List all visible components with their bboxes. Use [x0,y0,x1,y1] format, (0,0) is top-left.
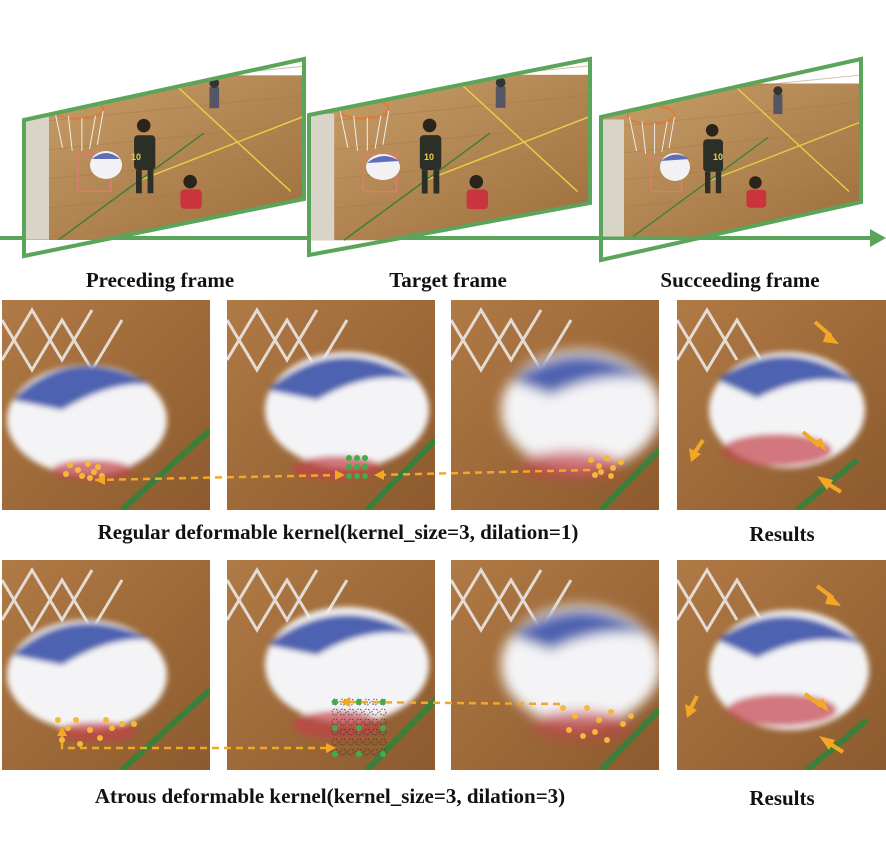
timeline-arrow [0,226,886,250]
row1-succeeding-crop [451,300,659,510]
row2-connectors [0,690,680,760]
target-frame-caption: Target frame [389,268,507,292]
row1-connectors [0,440,680,500]
row2-results-caption: Results [749,786,815,810]
succeeding-frame-caption: Succeeding frame [660,268,820,292]
row1-preceding-crop [2,300,210,510]
jersey-number: 10 [713,152,724,162]
row2-succeeding-crop [451,560,659,770]
preceding-frame-image [20,55,310,260]
target-frame-image [305,55,597,260]
row2-target-crop [227,560,435,770]
row1-target-crop [227,300,435,510]
row2-caption: Atrous deformable kernel(kernel_size=3, … [94,784,566,808]
jersey-number: 10 [424,152,435,162]
row1-results-caption: Results [749,522,815,546]
row2-preceding-crop [2,560,210,770]
row2-result-crop [677,560,886,770]
preceding-frame-caption: Preceding frame [85,268,235,292]
row1-result-crop [677,300,886,510]
succeeding-frame-image [597,55,867,265]
row1-caption: Regular deformable kernel(kernel_size=3,… [97,520,579,544]
jersey-number: 10 [131,152,142,162]
